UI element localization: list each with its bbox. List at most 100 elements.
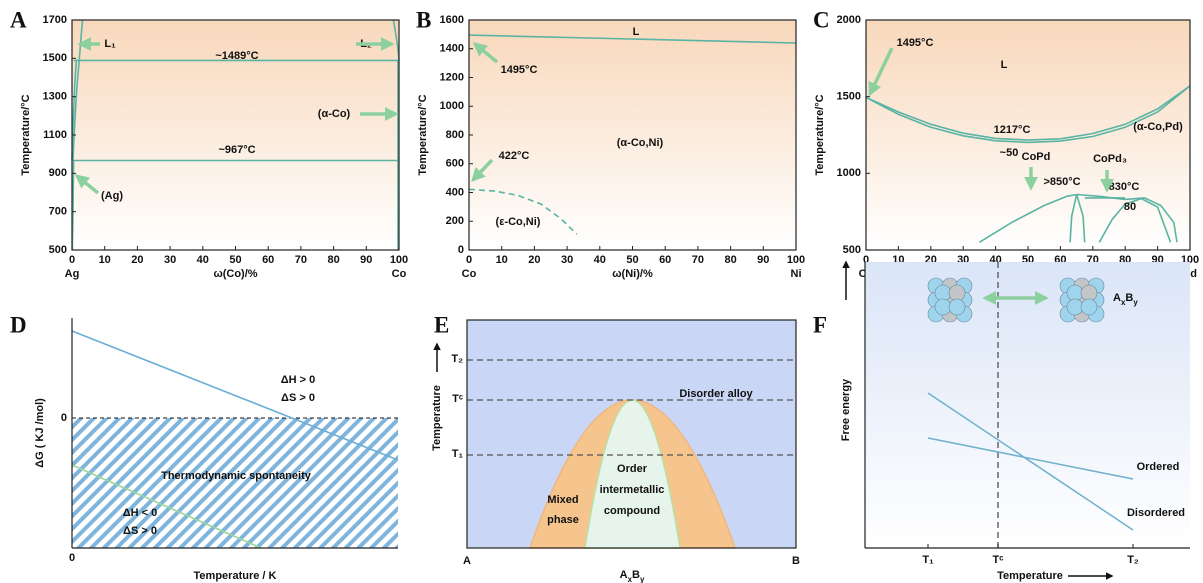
curve: [1125, 197, 1178, 243]
annotation: ΔS > 0: [281, 392, 315, 404]
x-tick-label: 10: [99, 254, 111, 266]
annotation: 1217°C: [994, 124, 1031, 136]
y-tick-label: 600: [446, 158, 464, 170]
annotation: L: [633, 26, 640, 38]
panel-label: F: [813, 312, 827, 337]
annotation: compound: [604, 505, 660, 517]
atom: [1080, 284, 1098, 302]
y-axis-label: Temperature/°C: [814, 94, 826, 175]
annotation: Ordered: [1137, 461, 1180, 473]
y-tick-label: 2000: [837, 14, 861, 26]
y-tick-label: 500: [843, 244, 861, 256]
annotation: ΔH > 0: [281, 374, 316, 386]
annotation: >850°C: [1043, 176, 1080, 188]
y-tick-label: 1700: [43, 14, 67, 26]
level-label: Tᶜ: [452, 393, 463, 405]
end-label: Ni: [791, 268, 802, 280]
annotation: ΔS > 0: [123, 525, 157, 537]
y-tick-label: 1300: [43, 91, 67, 103]
x-axis-label: Temperature / K: [194, 570, 277, 582]
y-tick-label: 900: [49, 167, 67, 179]
disordered-line: [927, 392, 1134, 531]
curve: [1075, 194, 1086, 243]
x-tick-label: 0: [69, 552, 75, 564]
x-tick-label: 40: [594, 254, 606, 266]
y-axis-label: ΔG ( KJ /mol): [34, 398, 46, 468]
panel-label: E: [434, 312, 449, 337]
text-part: x: [1121, 298, 1126, 307]
x-tick-label: 30: [561, 254, 573, 266]
level-label: T₁: [452, 448, 464, 460]
x-axis-label: ω(Co)/%: [213, 268, 257, 280]
hatched-region: [72, 418, 398, 548]
atom: [934, 298, 952, 316]
text-part: A: [1113, 292, 1121, 304]
y-tick-label: 1500: [43, 52, 67, 64]
arrow: [471, 158, 494, 183]
x-tick-label: Tᶜ: [993, 554, 1004, 566]
annotation: Mixed: [547, 494, 578, 506]
atom: [948, 298, 966, 316]
panel-label: A: [10, 7, 27, 32]
frame: [466, 319, 797, 549]
annotation: 830°C: [1109, 181, 1140, 193]
annotation: CoPd: [1022, 151, 1051, 163]
compound-label: AxBy: [1113, 292, 1138, 307]
y-tick-label: 0: [458, 244, 464, 256]
text-part: y: [640, 575, 645, 583]
annotation: 1495°C: [897, 37, 934, 49]
annotation: ~1489°C: [215, 50, 258, 62]
x-tick-label: 90: [360, 254, 372, 266]
y-tick-label: 400: [446, 186, 464, 198]
x-tick-label: 80: [327, 254, 339, 266]
arrow: [472, 42, 499, 64]
atom: [1066, 284, 1084, 302]
x-tick-label: 40: [197, 254, 209, 266]
annotation: ΔH < 0: [123, 507, 158, 519]
end-label: Co: [392, 268, 407, 280]
x-tick-label: 50: [626, 254, 638, 266]
text-part: A: [620, 569, 628, 581]
x-tick-label: 100: [390, 254, 408, 266]
x-tick-label: 0: [466, 254, 472, 266]
curve: [468, 34, 797, 44]
annotation: (α-Co,Pd): [1133, 121, 1183, 133]
y-tick-label: 1000: [837, 167, 861, 179]
arrow: [868, 47, 894, 97]
curve: [865, 85, 1191, 141]
end-label: B: [792, 555, 800, 567]
annotation: 80: [1124, 201, 1136, 213]
y-tick-label: 1100: [43, 129, 67, 141]
end-label: Ag: [65, 268, 80, 280]
annotation: ~967°C: [218, 144, 255, 156]
curve: [392, 19, 400, 61]
y-tick-label: 1500: [837, 91, 861, 103]
annotation: Order: [617, 463, 648, 475]
curve: [865, 85, 1191, 144]
curve: [71, 464, 262, 549]
annotation: Disorder alloy: [679, 388, 753, 400]
atom: [948, 284, 966, 302]
annotation: 1495°C: [501, 64, 538, 76]
plot-background: [469, 20, 796, 250]
text-part: y: [1133, 298, 1138, 307]
annotation: L₁: [104, 38, 116, 50]
y-tick-label: 1600: [440, 14, 464, 26]
x-tick-label: 10: [496, 254, 508, 266]
annotation: L: [1001, 59, 1008, 71]
atom: [934, 284, 952, 302]
text-part: x: [628, 575, 633, 583]
annotation: (α-Co,Ni): [617, 137, 664, 149]
annotation: ~50: [1000, 147, 1019, 159]
end-label: Co: [462, 268, 477, 280]
x-tick-label: 20: [131, 254, 143, 266]
x-tick-label: 100: [787, 254, 805, 266]
annotation: intermetallic: [600, 484, 665, 496]
curve: [1098, 197, 1172, 243]
x-tick-label: 70: [295, 254, 307, 266]
y-axis-label: Temperature/°C: [20, 94, 32, 175]
annotation: (α-Co): [318, 108, 351, 120]
y-tick-label: 0: [61, 412, 67, 424]
